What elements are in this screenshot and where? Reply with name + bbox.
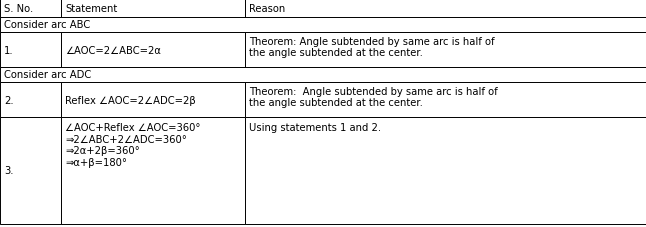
Bar [0, 83, 61, 118]
Text: Theorem:  Angle subtended by same arc is half of: Theorem: Angle subtended by same arc is … [249, 87, 498, 96]
Text: ∠AOC+Reflex ∠AOC=360°: ∠AOC+Reflex ∠AOC=360° [65, 122, 201, 132]
Bar [245, 33, 646, 68]
Bar [61, 0, 245, 18]
Bar [245, 0, 646, 18]
Text: ⇒α+β=180°: ⇒α+β=180° [65, 157, 127, 167]
Text: Consider arc ADC: Consider arc ADC [4, 70, 91, 80]
Bar [0, 18, 646, 33]
Bar [245, 118, 646, 224]
Bar [0, 68, 646, 83]
Text: 3.: 3. [4, 166, 14, 176]
Text: ⇒2α+2β=360°: ⇒2α+2β=360° [65, 146, 140, 156]
Text: ∠AOC=2∠ABC=2α: ∠AOC=2∠ABC=2α [65, 45, 162, 55]
Text: S. No.: S. No. [4, 4, 33, 14]
Bar [0, 33, 61, 68]
Bar [61, 83, 245, 118]
Text: Theorem: Angle subtended by same arc is half of: Theorem: Angle subtended by same arc is … [249, 37, 495, 47]
Text: ⇒2∠ABC+2∠ADC=360°: ⇒2∠ABC+2∠ADC=360° [65, 134, 187, 144]
Text: the angle subtended at the center.: the angle subtended at the center. [249, 98, 423, 108]
Text: Reflex ∠AOC=2∠ADC=2β: Reflex ∠AOC=2∠ADC=2β [65, 95, 196, 105]
Bar [0, 0, 61, 18]
Bar [245, 83, 646, 118]
Text: Statement: Statement [65, 4, 118, 14]
Text: Using statements 1 and 2.: Using statements 1 and 2. [249, 122, 382, 132]
Text: 2.: 2. [4, 95, 14, 105]
Text: Reason: Reason [249, 4, 286, 14]
Text: the angle subtended at the center.: the angle subtended at the center. [249, 48, 423, 58]
Bar [61, 33, 245, 68]
Bar [0, 118, 61, 224]
Text: 1.: 1. [4, 45, 14, 55]
Bar [61, 118, 245, 224]
Text: Consider arc ABC: Consider arc ABC [4, 20, 90, 30]
